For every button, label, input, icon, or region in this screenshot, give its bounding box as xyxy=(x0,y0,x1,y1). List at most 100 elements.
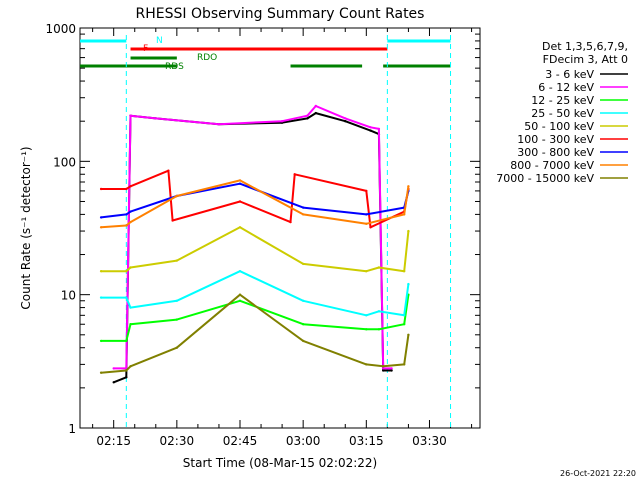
series-point xyxy=(238,299,242,302)
series-point xyxy=(129,114,132,117)
series-point xyxy=(365,328,368,331)
series-point xyxy=(280,120,284,123)
series-point xyxy=(175,194,178,198)
x-tick-label: 03:00 xyxy=(286,434,321,448)
legend-entry-label: 3 - 6 keV xyxy=(545,68,594,81)
series-point xyxy=(175,299,178,302)
x-tick-label: 02:45 xyxy=(223,434,258,448)
axis-ticks: 02:15 02:30 02:45 03:00 03:15 03:30 1 10 100 1000 xyxy=(45,22,480,448)
series-point xyxy=(125,270,128,273)
series-point xyxy=(293,173,296,176)
series-point xyxy=(403,270,406,273)
series-point xyxy=(217,123,221,126)
series-point xyxy=(302,299,305,302)
y-tick-label: 100 xyxy=(53,155,76,169)
series-point xyxy=(125,339,128,343)
series-point xyxy=(129,323,132,326)
data-series xyxy=(99,104,410,384)
series-point xyxy=(125,369,128,372)
series-point xyxy=(125,224,128,227)
series-point xyxy=(403,323,406,326)
x-tick-label: 02:30 xyxy=(160,434,195,448)
series-point xyxy=(238,200,242,203)
series-point xyxy=(407,333,410,336)
legend-header-2: FDecim 3, Att 0 xyxy=(543,53,628,66)
series-point xyxy=(314,104,317,108)
series-point xyxy=(390,367,393,370)
y-axis-label: Count Rate (s⁻¹ detector⁻¹) xyxy=(19,146,33,309)
legend-header-1: Det 1,3,5,6,7,9, xyxy=(542,40,628,53)
series-point xyxy=(403,213,406,216)
series-point xyxy=(99,226,103,229)
series-point xyxy=(314,111,317,115)
observing-annotations: NF RDO RDS xyxy=(80,35,452,428)
series-point xyxy=(369,129,372,132)
series-point xyxy=(302,206,305,209)
series-point xyxy=(365,189,368,193)
series-point xyxy=(238,226,242,229)
series-point xyxy=(403,363,406,366)
x-tick-label: 03:30 xyxy=(412,434,447,448)
night-label: N xyxy=(156,36,163,46)
x-tick-label: 03:15 xyxy=(349,434,384,448)
series-point xyxy=(154,117,157,120)
y-tick-label: 1 xyxy=(68,422,76,436)
series-point xyxy=(129,365,132,368)
series-point xyxy=(306,114,309,117)
series-line xyxy=(101,270,410,317)
series-point xyxy=(125,213,128,216)
series-point xyxy=(112,381,115,384)
series-point xyxy=(99,296,103,299)
series-point xyxy=(99,187,103,191)
series-point xyxy=(382,365,385,368)
series-point xyxy=(238,182,242,185)
series-line xyxy=(113,112,392,384)
series-point xyxy=(302,323,305,326)
series-point xyxy=(344,120,347,123)
series-point xyxy=(407,229,410,233)
series-line xyxy=(101,226,410,273)
series-point xyxy=(99,339,103,343)
series-point xyxy=(365,270,368,273)
series-point xyxy=(125,296,128,299)
rdo-label: RDO xyxy=(197,53,217,63)
series-point xyxy=(344,117,347,120)
series-point xyxy=(365,363,368,366)
series-point xyxy=(175,259,178,262)
series-point xyxy=(238,293,242,296)
plot-frame xyxy=(79,27,481,429)
series-point xyxy=(377,266,381,269)
legend-entry-label: 7000 - 15000 keV xyxy=(496,172,594,185)
series-point xyxy=(377,127,381,131)
series-point xyxy=(129,220,132,224)
legend-entry-label: 6 - 12 keV xyxy=(538,81,594,94)
series-point xyxy=(238,179,242,182)
legend: Det 1,3,5,6,7,9,FDecim 3, Att 0 3 - 6 keV… xyxy=(496,40,628,185)
series-point xyxy=(390,369,393,372)
series-point xyxy=(369,226,372,229)
legend-entry-label: 25 - 50 keV xyxy=(531,107,594,120)
series-point xyxy=(382,367,385,370)
series-point xyxy=(365,213,368,216)
series-point xyxy=(306,117,309,120)
series-point xyxy=(365,314,368,317)
series-point xyxy=(377,310,381,313)
series-point xyxy=(129,185,132,188)
series-point xyxy=(175,346,178,349)
series-point xyxy=(407,185,410,188)
series-point xyxy=(171,219,174,222)
series-point xyxy=(369,126,372,129)
series-point xyxy=(302,213,305,216)
series-point xyxy=(129,306,132,309)
chart-title: RHESSI Observing Summary Count Rates xyxy=(136,6,425,22)
series-point xyxy=(407,282,410,286)
series-point xyxy=(167,169,170,172)
series-point xyxy=(403,314,406,317)
series-point xyxy=(238,270,242,273)
series-point xyxy=(125,376,128,379)
series-point xyxy=(99,270,103,273)
series-line xyxy=(101,169,410,229)
series-point xyxy=(112,367,115,370)
legend-entry-label: 12 - 25 keV xyxy=(531,94,594,107)
